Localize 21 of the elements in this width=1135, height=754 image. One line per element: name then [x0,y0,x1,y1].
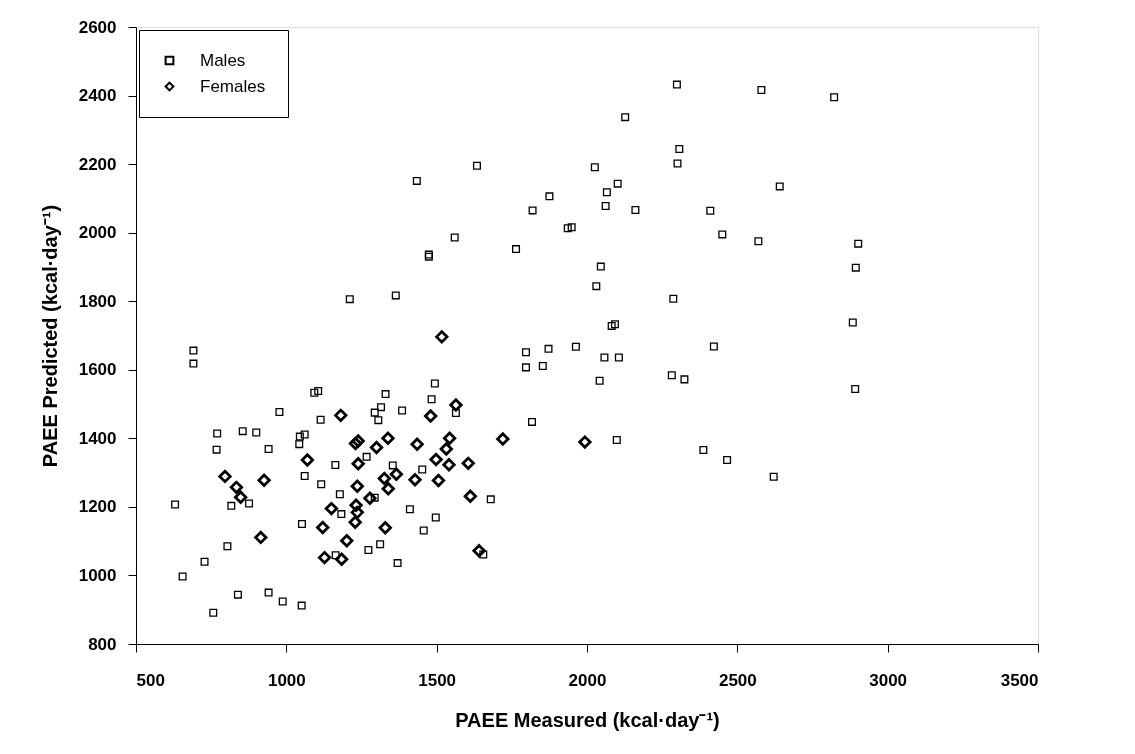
x-tick-label: 3500 [1000,670,1039,690]
y-tick-label: 1000 [78,565,117,585]
x-axis-title: PAEE Measured (kcal·day⁻¹) [455,708,720,731]
x-tick-label: 3000 [869,670,908,690]
y-tick-label: 800 [88,634,117,654]
legend-label: Males [200,50,246,70]
x-tick-label: 2500 [718,670,757,690]
y-axis-title: PAEE Predicted (kcal·day⁻¹) [38,204,61,468]
x-tick-label: 2000 [568,670,607,690]
x-tick-label: 1000 [267,670,306,690]
x-tick-label: 1500 [418,670,457,690]
y-tick-label: 2600 [78,17,117,37]
y-tick-label: 2200 [78,154,117,174]
y-tick-label: 2400 [78,86,117,106]
y-tick-label: 1600 [78,360,117,380]
y-tick-label: 1400 [78,428,117,448]
y-tick-label: 2000 [78,223,117,243]
y-tick-label: 1800 [78,291,117,311]
y-tick-label: 1200 [78,497,117,517]
legend-label: Females [200,76,266,96]
x-tick-label: 500 [136,670,165,690]
